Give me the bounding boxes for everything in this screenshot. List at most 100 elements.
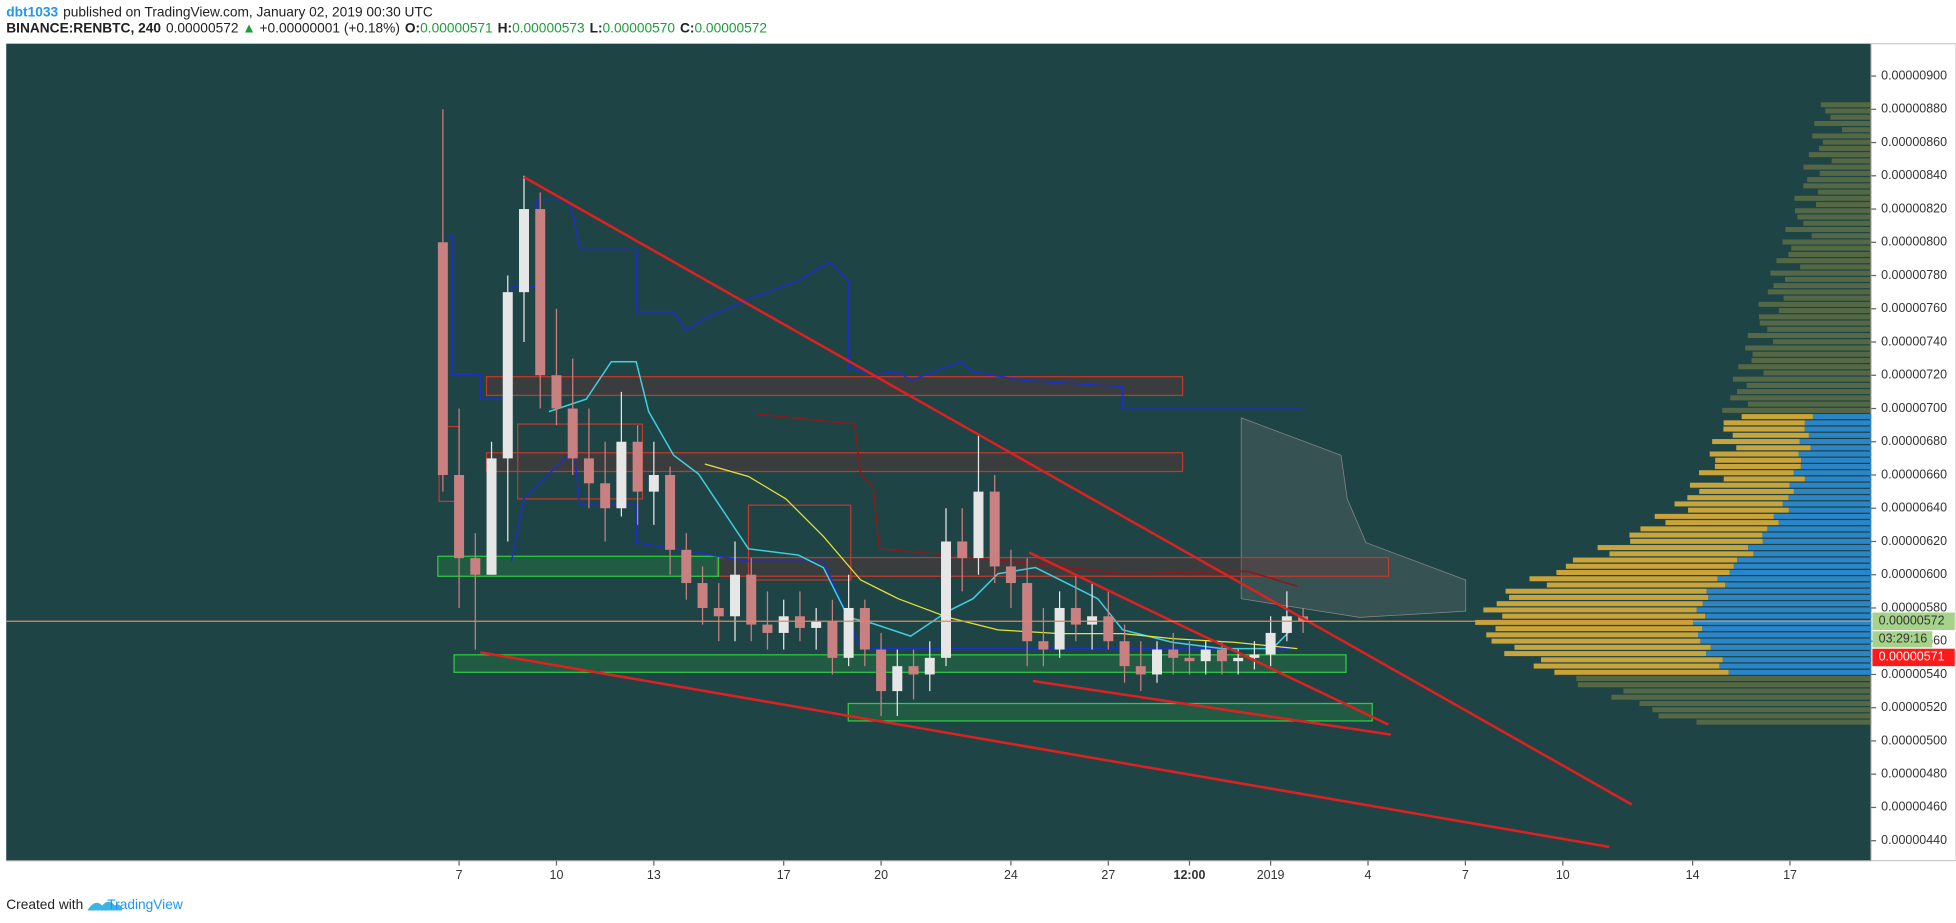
profile-bar-back xyxy=(1789,482,1872,488)
profile-bar xyxy=(1699,488,1794,494)
profile-bar xyxy=(1831,158,1872,164)
profile-bar xyxy=(1730,395,1872,401)
profile-bar-back xyxy=(1729,570,1872,576)
candle-body xyxy=(989,491,1000,567)
profile-bar-back xyxy=(1798,451,1872,457)
profile-bar-back xyxy=(1762,532,1872,538)
profile-bar xyxy=(1758,301,1872,307)
o-label: O: xyxy=(405,20,420,35)
y-tick-label: 0.00000860 xyxy=(1881,135,1947,149)
profile-bar xyxy=(1770,270,1872,276)
candle-body xyxy=(1233,657,1244,662)
candle-body xyxy=(908,666,919,675)
zone xyxy=(716,556,1390,577)
profile-bar-back xyxy=(1793,488,1872,494)
trend-line xyxy=(523,176,1633,806)
y-tick-label: 0.00000720 xyxy=(1881,368,1947,382)
profile-bar-back xyxy=(1748,545,1872,551)
candle-body xyxy=(1087,616,1098,625)
profile-bar xyxy=(1556,570,1730,576)
y-tick-label: 0.00000440 xyxy=(1881,833,1947,847)
profile-bar xyxy=(1732,432,1809,438)
y-tick-label: 0.00000760 xyxy=(1881,301,1947,315)
profile-bar-back xyxy=(1700,638,1872,644)
profile-bar xyxy=(1741,414,1813,420)
profile-bar xyxy=(1800,264,1872,270)
profile-bar xyxy=(1747,401,1872,407)
profile-bar xyxy=(1629,532,1763,538)
candle-body xyxy=(551,375,562,409)
profile-bar xyxy=(1709,451,1799,457)
profile-bar xyxy=(1803,164,1872,170)
candle-body xyxy=(470,558,481,575)
zone xyxy=(485,452,1184,473)
profile-bar xyxy=(1767,289,1872,295)
profile-bar xyxy=(1794,208,1872,214)
conversion-line xyxy=(548,360,1292,650)
y-tick-label: 0.00000700 xyxy=(1881,401,1947,415)
profile-bar xyxy=(1714,463,1801,469)
candle-body xyxy=(811,621,822,628)
y-tick-label: 0.00000840 xyxy=(1881,168,1947,182)
y-tick-label: 0.00000680 xyxy=(1881,434,1947,448)
last-price-box xyxy=(1872,612,1955,631)
profile-bar xyxy=(1609,551,1754,557)
profile-bar xyxy=(1577,682,1872,688)
profile-bar xyxy=(1758,314,1872,320)
profile-bar-back xyxy=(1705,613,1872,619)
zone xyxy=(485,376,1184,397)
candle-body xyxy=(1038,641,1049,650)
x-tick-label: 4 xyxy=(1365,868,1372,882)
footer-created: Created with xyxy=(6,897,83,912)
symbol: BINANCE:RENBTC, 240 xyxy=(6,20,161,35)
profile-bar xyxy=(1751,357,1872,363)
profile-bar xyxy=(1791,245,1872,251)
candle-body xyxy=(681,549,692,584)
candle-body xyxy=(665,475,676,550)
footer-brand[interactable]: TradingView xyxy=(107,897,183,912)
profile-bar xyxy=(1496,601,1703,607)
profile-bar-back xyxy=(1696,607,1872,613)
profile-bar-back xyxy=(1788,495,1872,501)
header-line-2: BINANCE:RENBTC, 240 0.00000572 ▲ +0.0000000… xyxy=(6,20,767,35)
candle-body xyxy=(730,574,740,617)
candle-body xyxy=(924,657,935,675)
x-tick-label: 2019 xyxy=(1257,868,1285,882)
y-tick-label: 0.00000500 xyxy=(1881,733,1947,747)
author[interactable]: dbt1033 xyxy=(6,4,58,19)
x-tick-label: 12:00 xyxy=(1174,868,1206,882)
axes: 0.00000440 0.00000460 0.00000480 0.00000500… xyxy=(6,68,1955,882)
profile-bar xyxy=(1491,638,1701,644)
profile-bar-back xyxy=(1808,432,1872,438)
candle-body xyxy=(1200,649,1211,662)
profile-bar-back xyxy=(1733,563,1872,569)
y-tick-label: 0.00000620 xyxy=(1881,534,1947,548)
profile-bar xyxy=(1794,195,1872,201)
profile-bar-back xyxy=(1706,588,1872,594)
candle-body xyxy=(1249,654,1260,658)
profile-bar-back xyxy=(1778,520,1872,526)
profile-bar xyxy=(1572,557,1737,563)
y-tick-label: 0.00000540 xyxy=(1881,667,1947,681)
candle-body xyxy=(1265,632,1276,655)
x-tick-label: 17 xyxy=(777,868,791,882)
profile-bar xyxy=(1630,538,1763,544)
candle-body xyxy=(876,649,887,692)
profile-bar xyxy=(1654,513,1774,519)
profile-bar xyxy=(1816,202,1872,208)
o-value: 0.00000571 xyxy=(420,20,492,35)
candle-body xyxy=(1005,566,1016,584)
profile-bar xyxy=(1565,563,1734,569)
profile-bar xyxy=(1841,127,1872,133)
profile-bar xyxy=(1767,326,1872,332)
profile-bar xyxy=(1747,333,1872,339)
candles xyxy=(437,109,1309,717)
profile-bar xyxy=(1722,407,1872,413)
profile-bar-back xyxy=(1804,420,1872,426)
profile-bar xyxy=(1736,389,1872,395)
x-tick-label: 14 xyxy=(1686,868,1700,882)
trend-line xyxy=(1028,551,1389,726)
y-tick-label: 0.00000900 xyxy=(1881,68,1947,82)
profile-bar xyxy=(1495,626,1703,632)
